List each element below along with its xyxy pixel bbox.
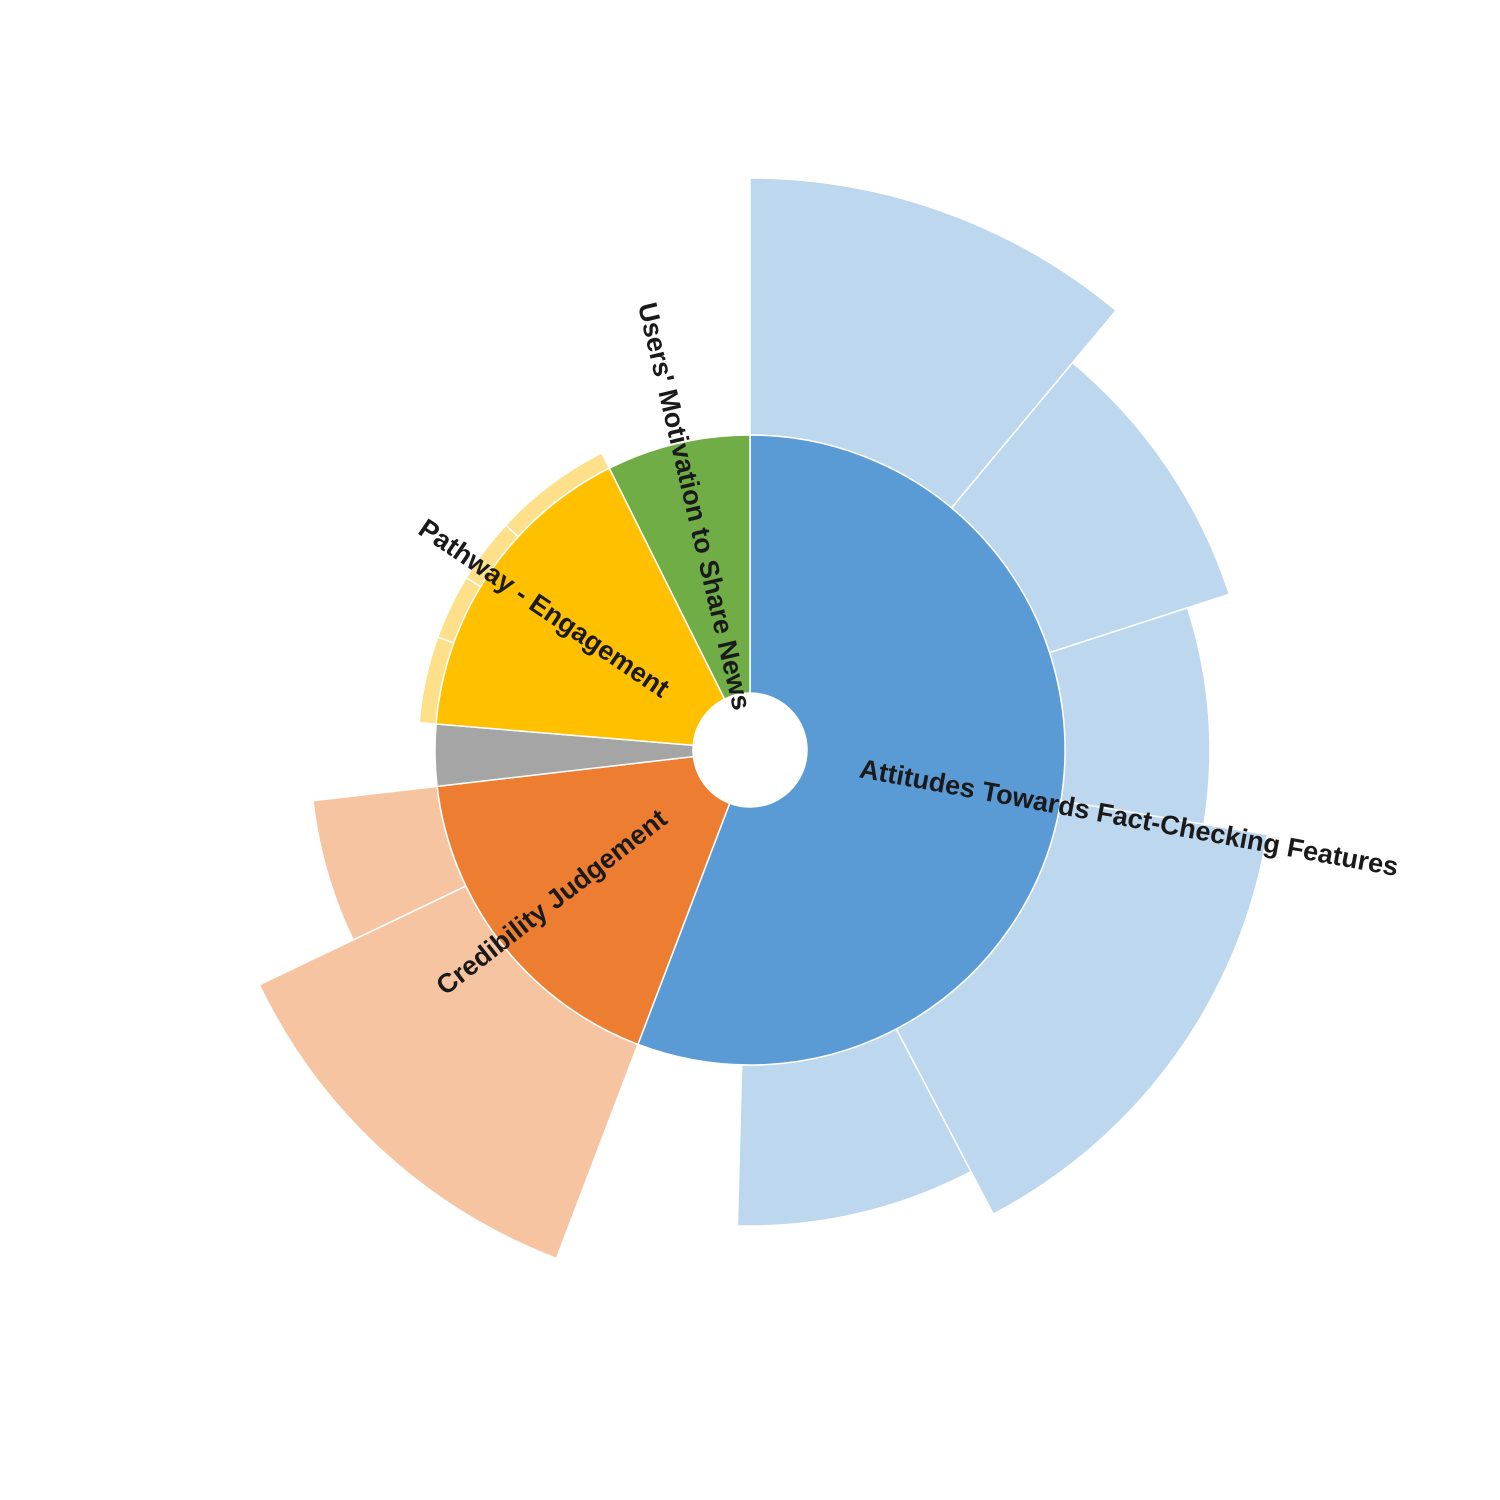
inner-ring bbox=[434, 434, 1066, 1066]
center-hole bbox=[693, 693, 807, 807]
outer-ring bbox=[258, 177, 1269, 1260]
